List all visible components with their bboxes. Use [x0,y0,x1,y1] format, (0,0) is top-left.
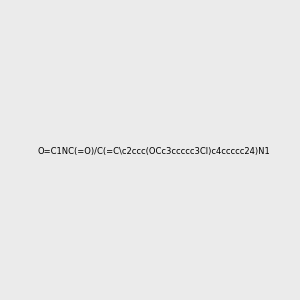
Text: O=C1NC(=O)/C(=C\c2ccc(OCc3ccccc3Cl)c4ccccc24)N1: O=C1NC(=O)/C(=C\c2ccc(OCc3ccccc3Cl)c4ccc… [38,147,270,156]
